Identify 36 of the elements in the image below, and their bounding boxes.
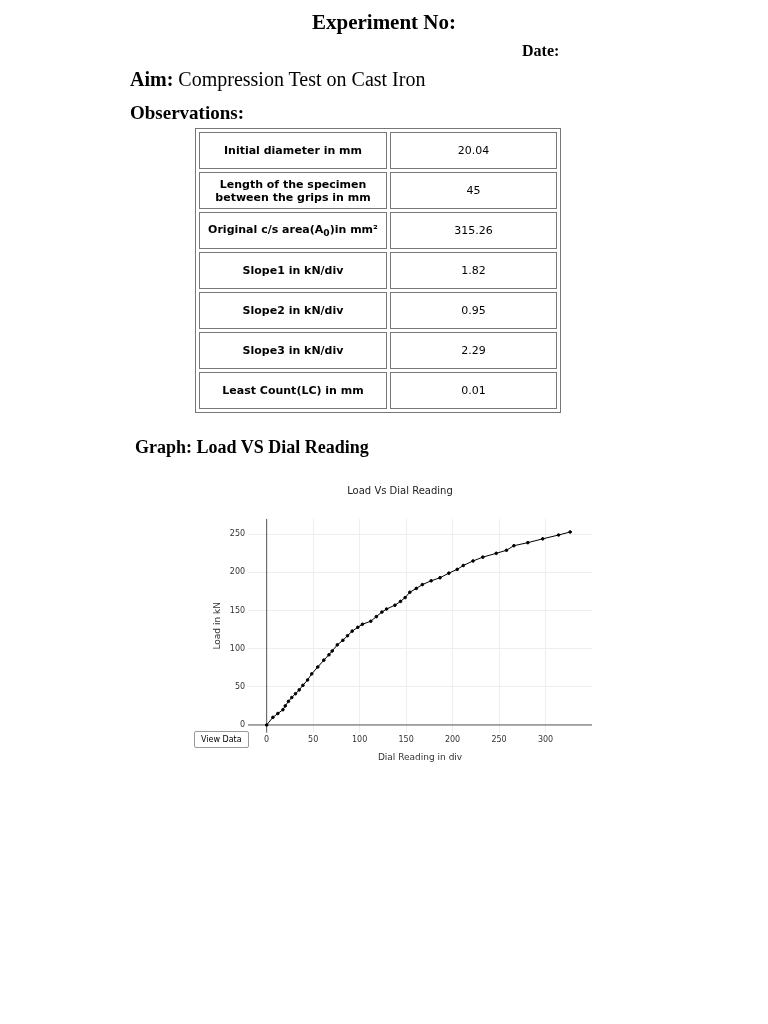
x-tick-label: 150 (398, 735, 414, 745)
text: Observations: (130, 102, 244, 124)
x-tick-label: 50 (308, 735, 319, 745)
data-label: 20.04 (390, 132, 557, 169)
category-label: Original c/s area(A$_{0}$)in mm² (199, 212, 387, 249)
data-label: 0.95 (390, 292, 557, 329)
y-tick-label: 100 (229, 643, 246, 653)
x-tick-label: 300 (537, 735, 554, 745)
category-label: Length of the specimen between the grips in mm (199, 172, 387, 209)
category-label: Slope1 in kN/div (199, 252, 387, 289)
x-tick-label: 200 (444, 735, 461, 745)
category-label: Slope2 in kN/div (199, 292, 387, 329)
text: Aim: Compression Test on Cast Iron (130, 68, 426, 91)
chart-subtitle: Load Vs Dial Reading (347, 484, 453, 496)
x-tick-label: 250 (491, 735, 507, 745)
text: Experiment No: (310, 10, 458, 35)
y-tick-label: 250 (229, 529, 246, 539)
data-label: 315.26 (390, 212, 557, 249)
x-axis-title: Dial Reading in div (377, 751, 463, 762)
y-tick-label: 50 (234, 681, 246, 691)
y-tick-label: 150 (229, 605, 246, 615)
x-tick-label: 0 (264, 735, 270, 745)
y-tick-label: 0 (239, 720, 246, 730)
data-label: 1.82 (390, 252, 557, 289)
x-tick-label: 100 (351, 735, 368, 745)
category-label: Slope3 in kN/div (199, 332, 387, 369)
data-label: 0.01 (390, 372, 557, 409)
view-data-button: View Data (194, 731, 249, 748)
chart-title: Graph: Load VS Dial Reading (135, 437, 369, 457)
category-label: Least Count(LC) in mm (199, 372, 387, 409)
y-axis-title: Load in kN (211, 602, 222, 650)
data-label: 2.29 (390, 332, 557, 369)
text: Date: (522, 42, 560, 60)
data-label: 45 (390, 172, 557, 209)
category-label: Initial diameter in mm (199, 132, 387, 169)
y-tick-label: 200 (229, 567, 246, 577)
